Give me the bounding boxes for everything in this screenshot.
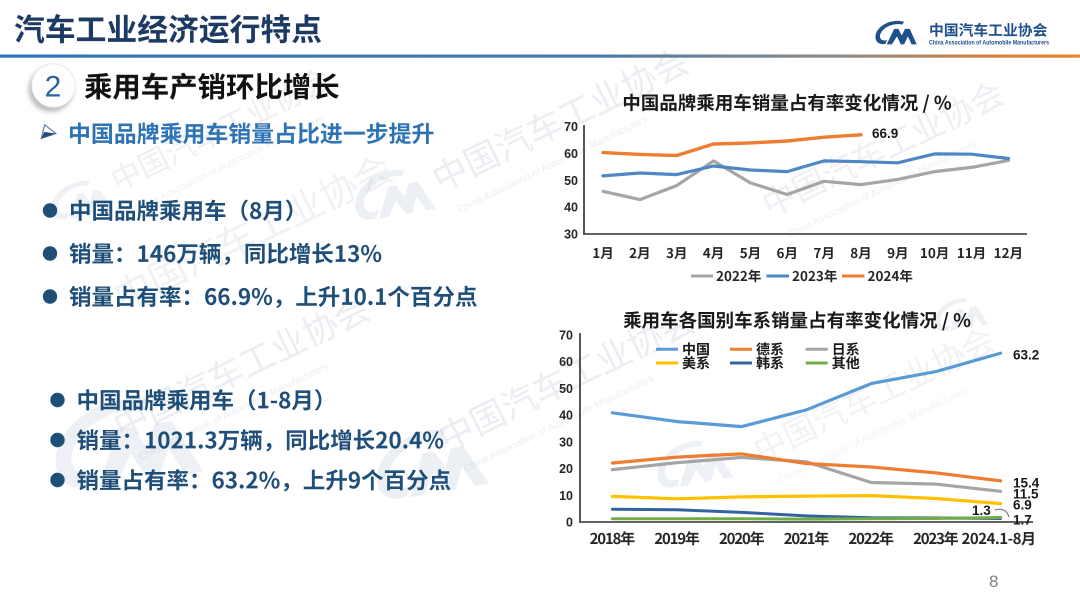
svg-text:63.2: 63.2 [1013,348,1039,363]
svg-text:30: 30 [559,435,573,449]
svg-text:30: 30 [564,228,578,242]
svg-text:2: 2 [45,71,62,104]
svg-text:1.7: 1.7 [1013,513,1032,528]
svg-text:50: 50 [559,382,573,396]
svg-text:11.5: 11.5 [1013,487,1039,502]
svg-text:50: 50 [564,174,578,188]
svg-text:60: 60 [559,355,573,369]
svg-text:0: 0 [566,516,573,530]
svg-text:60: 60 [564,147,578,161]
svg-text:20: 20 [559,462,573,476]
svg-text:10: 10 [559,489,573,503]
svg-text:70: 70 [559,329,573,343]
svg-text:1.3: 1.3 [972,503,991,518]
svg-text:40: 40 [564,201,578,215]
svg-text:70: 70 [564,120,578,134]
svg-text:6.9: 6.9 [1013,498,1032,513]
svg-text:China Association of Automobil: China Association of Automobile Manufact… [929,40,1050,47]
svg-text:66.9: 66.9 [872,126,898,141]
svg-text:40: 40 [559,409,573,423]
svg-text:15.4: 15.4 [1013,476,1040,491]
svg-text:8: 8 [989,572,998,591]
